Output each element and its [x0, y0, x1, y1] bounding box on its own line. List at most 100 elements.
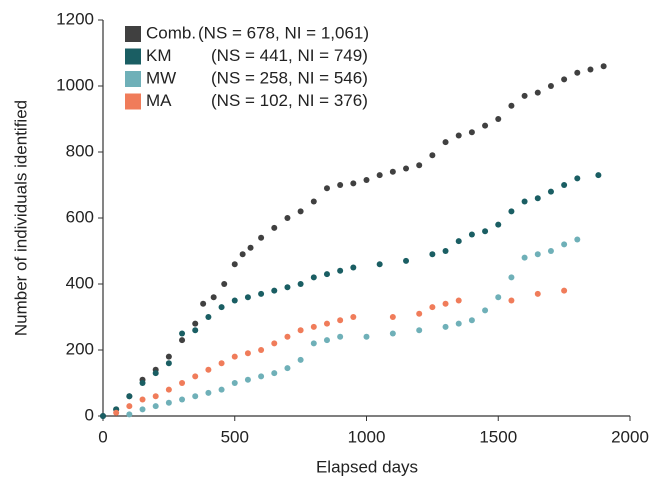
point	[508, 274, 515, 281]
point	[429, 251, 436, 258]
point	[179, 380, 186, 386]
point	[152, 403, 159, 410]
point	[337, 267, 344, 274]
point	[455, 320, 462, 327]
point	[587, 66, 594, 73]
point	[192, 320, 199, 327]
y-tick-label: 0	[85, 405, 94, 424]
point	[310, 323, 317, 330]
point	[297, 208, 304, 215]
point	[534, 195, 541, 202]
point	[574, 236, 581, 243]
point	[468, 317, 475, 324]
point	[271, 287, 278, 294]
point	[534, 251, 541, 258]
legend-label: MW	[146, 68, 176, 87]
point	[350, 314, 357, 320]
y-tick-label: 1200	[56, 9, 94, 28]
point	[521, 92, 528, 99]
point	[403, 165, 410, 172]
point	[139, 396, 146, 403]
point	[323, 337, 330, 344]
point	[165, 399, 172, 406]
point	[442, 139, 449, 146]
point	[192, 373, 199, 380]
point	[179, 337, 186, 344]
point	[231, 261, 238, 268]
x-tick-label: 1500	[479, 427, 517, 446]
point	[508, 208, 515, 215]
point	[416, 327, 423, 334]
point	[284, 215, 291, 221]
point	[337, 333, 344, 340]
point	[429, 304, 436, 311]
point	[205, 314, 212, 320]
point	[310, 198, 317, 205]
point	[508, 102, 515, 109]
point	[179, 396, 186, 403]
point	[337, 317, 344, 324]
point	[210, 294, 217, 301]
point	[547, 248, 554, 254]
point	[221, 281, 228, 287]
y-tick-label: 400	[66, 273, 94, 292]
point	[165, 353, 172, 360]
point	[218, 386, 225, 393]
legend-stats: (NS = 102, NI = 376)	[211, 91, 368, 110]
point	[152, 370, 159, 377]
point	[310, 274, 317, 281]
point	[389, 330, 396, 337]
legend-swatch	[125, 71, 141, 87]
legend-stats: (NS = 258, NI = 546)	[211, 68, 368, 87]
point	[244, 376, 251, 383]
point	[244, 350, 251, 357]
point	[231, 353, 238, 360]
point	[284, 365, 291, 372]
point	[534, 290, 541, 297]
point	[323, 271, 330, 278]
point	[284, 333, 291, 340]
point	[468, 129, 475, 136]
x-tick-label: 0	[98, 427, 107, 446]
point	[561, 76, 568, 83]
point	[482, 307, 489, 314]
point	[561, 182, 568, 188]
point	[323, 185, 330, 192]
point	[126, 393, 133, 400]
x-axis-label: Elapsed days	[316, 457, 418, 476]
point	[271, 370, 278, 377]
point	[495, 116, 502, 122]
point	[350, 264, 357, 271]
y-tick-label: 1000	[56, 75, 94, 94]
point	[218, 304, 225, 311]
point	[200, 300, 207, 307]
point	[231, 380, 238, 386]
legend-stats: (NS = 441, NI = 749)	[211, 46, 368, 65]
point	[271, 340, 278, 347]
point	[192, 393, 199, 400]
point	[297, 281, 304, 287]
point	[416, 310, 423, 317]
point	[363, 177, 370, 184]
y-axis-label: Number of individuals identified	[11, 100, 30, 336]
legend-swatch	[125, 26, 141, 42]
point	[389, 314, 396, 320]
point	[442, 323, 449, 330]
point	[521, 198, 528, 205]
point	[468, 231, 475, 238]
point	[244, 294, 251, 301]
point	[376, 261, 383, 268]
point	[126, 411, 133, 418]
point	[179, 330, 186, 337]
point	[297, 327, 304, 334]
point	[363, 333, 370, 340]
legend-label: Comb.	[146, 23, 196, 42]
point	[482, 228, 489, 235]
point	[231, 297, 238, 304]
point	[534, 89, 541, 96]
point	[247, 244, 254, 251]
legend-swatch	[125, 93, 141, 110]
point	[165, 386, 172, 393]
point	[323, 320, 330, 327]
